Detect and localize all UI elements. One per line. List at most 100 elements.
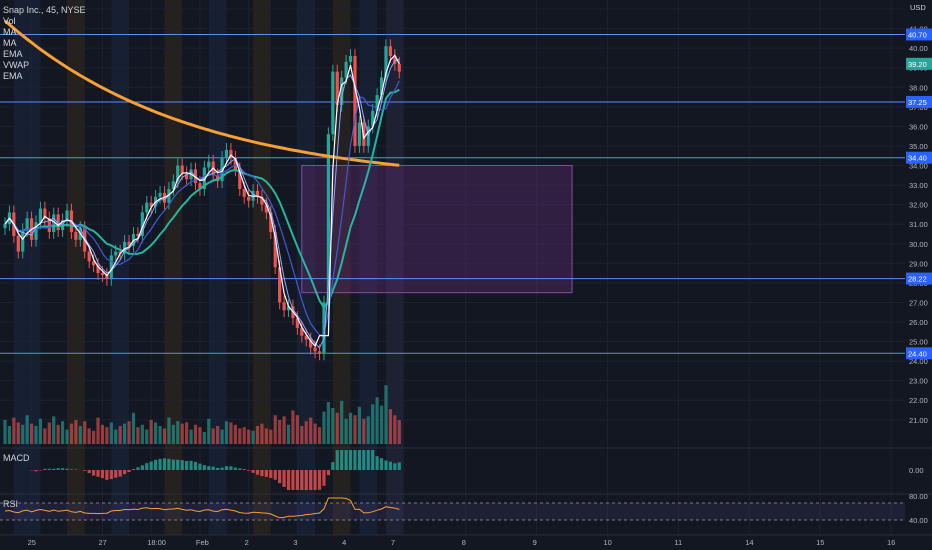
candle-body-66 bbox=[295, 318, 299, 328]
volume-bar-45 bbox=[202, 432, 206, 444]
macd-hist-21 bbox=[96, 470, 100, 477]
macd-hist-61 bbox=[273, 470, 277, 480]
volume-bar-77 bbox=[344, 418, 348, 444]
candle-body-44 bbox=[198, 183, 202, 189]
volume-bar-1 bbox=[7, 426, 12, 444]
volume-bar-53 bbox=[238, 428, 242, 444]
price-tick-2: 40.00 bbox=[909, 44, 928, 53]
rsi-pane-label[interactable]: RSI bbox=[3, 499, 19, 509]
indicator-ma[interactable]: MA bbox=[3, 27, 17, 37]
volume-bar-10 bbox=[47, 422, 51, 444]
level-axis-tag-2 bbox=[906, 95, 932, 108]
volume-bar-49 bbox=[220, 429, 224, 444]
macd-hist-87 bbox=[388, 461, 393, 470]
macd-hist-79 bbox=[353, 450, 357, 470]
volume-bar-28 bbox=[127, 421, 131, 444]
price-tick-7: 35.00 bbox=[909, 142, 928, 151]
macd-hist-11 bbox=[52, 468, 56, 470]
indicator-ema[interactable]: EMA bbox=[3, 49, 23, 59]
macd-hist-23 bbox=[105, 470, 109, 480]
candle-body-51 bbox=[229, 149, 233, 158]
indicator-vol[interactable]: Vol bbox=[3, 16, 16, 26]
macd-hist-28 bbox=[127, 470, 131, 472]
time-tick-7: 7 bbox=[391, 538, 395, 547]
candle-body-7 bbox=[34, 222, 38, 240]
time-tick-8: 8 bbox=[462, 538, 466, 547]
volume-bar-59 bbox=[264, 428, 268, 444]
candle-body-27 bbox=[123, 241, 127, 254]
candle-body-16 bbox=[74, 232, 78, 240]
macd-hist-16 bbox=[74, 469, 78, 470]
session-band-0 bbox=[13, 0, 41, 535]
volume-bar-22 bbox=[100, 424, 105, 444]
time-tick-2: 18:00 bbox=[147, 538, 166, 547]
macd-hist-64 bbox=[286, 470, 291, 490]
volume-bar-70 bbox=[313, 423, 317, 444]
volume-bar-29 bbox=[131, 412, 136, 444]
macd-hist-13 bbox=[60, 468, 65, 470]
indicator-vwap[interactable]: VWAP bbox=[3, 60, 30, 70]
macd-hist-55 bbox=[247, 470, 251, 471]
volume-bar-54 bbox=[242, 427, 246, 444]
candle-body-85 bbox=[379, 77, 384, 96]
volume-bar-26 bbox=[118, 426, 122, 444]
candle-body-8 bbox=[38, 208, 43, 223]
volume-bar-71 bbox=[317, 427, 322, 444]
candle-body-61 bbox=[273, 232, 277, 268]
indicator-ema-2[interactable]: EMA bbox=[3, 71, 23, 81]
candle-body-26 bbox=[118, 251, 122, 254]
macd-hist-20 bbox=[92, 470, 96, 476]
volume-bar-50 bbox=[224, 421, 229, 444]
candle-body-9 bbox=[43, 208, 47, 219]
time-tick-5: 3 bbox=[293, 538, 297, 547]
volume-bar-74 bbox=[331, 408, 335, 444]
macd-hist-31 bbox=[140, 465, 144, 470]
candle-body-23 bbox=[105, 275, 109, 279]
candle-body-62 bbox=[278, 267, 282, 303]
level-axis-label-2: 37.25 bbox=[908, 98, 927, 107]
volume-bar-75 bbox=[335, 412, 339, 444]
macd-hist-7 bbox=[34, 470, 38, 472]
volume-bar-81 bbox=[362, 418, 366, 444]
candle-body-68 bbox=[304, 335, 308, 340]
symbol-title[interactable]: Snap Inc., 45, NYSE bbox=[3, 5, 86, 15]
volume-bar-42 bbox=[189, 429, 193, 444]
macd-hist-22 bbox=[100, 470, 105, 479]
candle-body-20 bbox=[92, 261, 96, 266]
volume-bar-38 bbox=[171, 424, 175, 444]
volume-bar-51 bbox=[229, 422, 233, 444]
candle-body-0 bbox=[3, 224, 7, 229]
session-band-1 bbox=[67, 0, 85, 535]
price-tick-8: 34.00 bbox=[909, 162, 928, 171]
time-tick-4: 2 bbox=[245, 538, 249, 547]
candle-body-71 bbox=[317, 351, 322, 354]
macd-hist-26 bbox=[118, 470, 122, 477]
candle-body-28 bbox=[127, 241, 131, 246]
macd-hist-74 bbox=[331, 462, 335, 470]
session-band-5 bbox=[253, 0, 271, 535]
volume-bar-11 bbox=[52, 416, 56, 444]
candle-body-69 bbox=[309, 339, 313, 348]
macd-hist-68 bbox=[304, 470, 308, 490]
volume-bar-33 bbox=[149, 420, 153, 444]
candle-body-25 bbox=[114, 251, 118, 256]
price-tick-21: 21.00 bbox=[909, 416, 928, 425]
price-tick-4: 38.00 bbox=[909, 83, 928, 92]
volume-bar-39 bbox=[176, 421, 180, 444]
volume-bar-35 bbox=[158, 426, 162, 444]
level-axis-tag-5 bbox=[906, 347, 932, 360]
candle-body-80 bbox=[357, 122, 361, 146]
candle-body-52 bbox=[233, 157, 237, 170]
macd-hist-50 bbox=[224, 466, 229, 470]
price-tick-10: 32.00 bbox=[909, 201, 928, 210]
price-tick-20: 22.00 bbox=[909, 396, 928, 405]
macd-pane-label[interactable]: MACD bbox=[3, 453, 30, 463]
macd-hist-47 bbox=[211, 466, 215, 470]
macd-hist-46 bbox=[207, 466, 211, 470]
indicator-ma-2[interactable]: MA bbox=[3, 38, 17, 48]
volume-bar-34 bbox=[154, 422, 158, 444]
volume-bar-44 bbox=[198, 427, 202, 444]
macd-hist-41 bbox=[185, 460, 189, 470]
macd-hist-25 bbox=[114, 470, 118, 478]
